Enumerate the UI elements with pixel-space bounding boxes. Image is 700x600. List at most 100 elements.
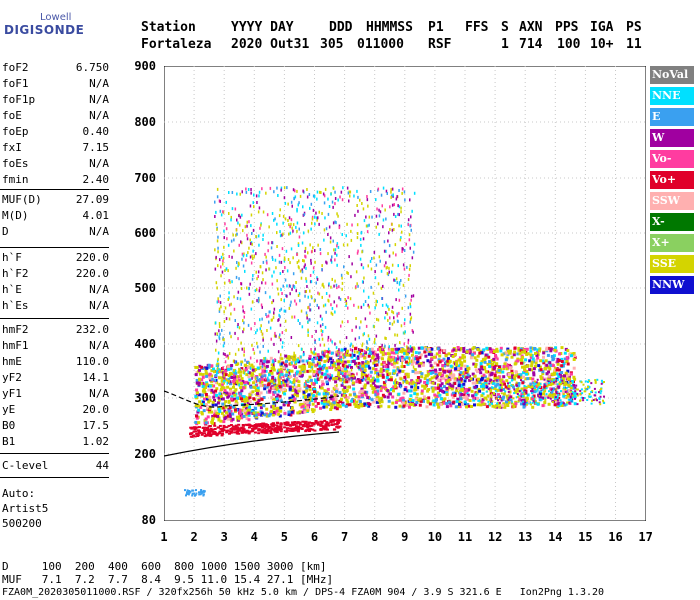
param-value: N/A	[89, 109, 109, 122]
x-tick-label: 1	[160, 530, 168, 544]
param-row-hes: h`Es N/A	[2, 298, 109, 313]
param-label: foF2	[2, 61, 29, 74]
auto-label: Auto:	[2, 487, 36, 500]
param-row-hmf2: hmF2 232.0	[2, 322, 109, 337]
param-value: 2.40	[82, 173, 110, 186]
param-value: N/A	[89, 387, 109, 400]
param-row-fof1: foF1 N/A	[2, 76, 109, 91]
legend-item-ssw: SSW	[650, 192, 694, 210]
param-label: h`Es	[2, 299, 29, 312]
param-row-d: D N/A	[2, 224, 109, 239]
legend-item-sse: SSE	[650, 255, 694, 273]
header-axn-value: 714	[519, 37, 543, 52]
x-tick-label: 15	[578, 530, 593, 544]
param-label: h`F	[2, 251, 22, 264]
header-ps-value: 11	[626, 37, 642, 52]
x-tick-label: 7	[340, 530, 349, 544]
param-row-clevel: C-level 44	[2, 458, 109, 473]
header-iga-value: 10+	[590, 37, 614, 52]
legend-item-noval: NoVal	[650, 66, 694, 84]
legend-item-w: W	[650, 129, 694, 147]
param-row-mufd: MUF(D) 27.09	[2, 192, 109, 207]
param-value: 17.5	[82, 419, 110, 432]
x-tick-label: 10	[427, 530, 443, 544]
param-label: foEs	[2, 157, 29, 170]
x-tick-label: 17	[638, 530, 653, 544]
param-row-fxi: fxI 7.15	[2, 140, 109, 155]
param-divider	[0, 453, 109, 454]
y-tick-label: 400	[134, 337, 156, 351]
header-ffs-label: FFS	[465, 20, 489, 35]
param-label: B0	[2, 419, 16, 432]
param-row-yf1: yF1 N/A	[2, 386, 109, 401]
y-tick-label: 80	[141, 513, 156, 527]
param-row-fof2: foF2 6.750	[2, 60, 109, 75]
param-row-foep: foEp 0.40	[2, 124, 109, 139]
param-label: hmF1	[2, 339, 29, 352]
param-value: N/A	[89, 339, 109, 352]
param-label: MUF(D)	[2, 193, 42, 206]
header-s-value: 1	[501, 37, 509, 52]
legend-item-x: X+	[650, 234, 694, 252]
param-row-ye: yE 20.0	[2, 402, 109, 417]
param-value: N/A	[89, 157, 109, 170]
header-hhmmss-value: 011000	[357, 37, 404, 52]
param-value: 110.0	[75, 355, 109, 368]
header-ps-label: PS	[626, 20, 642, 35]
x-tick-label: 13	[517, 530, 533, 544]
param-label: h`F2	[2, 267, 29, 280]
footer-muf-row: MUF 7.1 7.2 7.7 8.4 9.5 11.0 15.4 27.1 […	[2, 573, 334, 586]
param-value: 232.0	[75, 323, 109, 336]
param-row-foe: foE N/A	[2, 108, 109, 123]
param-label: D	[2, 225, 9, 238]
x-tick-label: 5	[280, 530, 288, 544]
x-tick-label: 11	[457, 530, 473, 544]
param-row-hf2: h`F2 220.0	[2, 266, 109, 281]
param-label: hmF2	[2, 323, 29, 336]
header-pps-value: 100	[557, 37, 581, 52]
param-value: 1.02	[82, 435, 110, 448]
param-value: N/A	[89, 93, 109, 106]
x-tick-label: 9	[401, 530, 409, 544]
param-value: N/A	[89, 299, 109, 312]
param-value: 7.15	[82, 141, 110, 154]
param-value: 220.0	[75, 251, 109, 264]
legend-item-nnw: NNW	[650, 276, 694, 294]
header-ddd-value: 305	[320, 37, 344, 52]
param-label: M(D)	[2, 209, 29, 222]
y-tick-label: 600	[134, 226, 156, 240]
legend-item-e: E	[650, 108, 694, 126]
param-row-b0: B0 17.5	[2, 418, 109, 433]
param-divider	[0, 477, 109, 478]
footer-info-row: FZA0M_2020305011000.RSF / 320fx256h 50 k…	[2, 587, 605, 598]
param-value: 27.09	[75, 193, 109, 206]
param-divider	[0, 318, 109, 319]
header-ddd-label: DDD	[329, 20, 353, 35]
header-station-value: Fortaleza	[141, 37, 212, 52]
param-value: N/A	[89, 225, 109, 238]
param-value: N/A	[89, 77, 109, 90]
param-label: foEp	[2, 125, 29, 138]
header-p1-label: P1	[428, 20, 444, 35]
header-yyyyday-label: YYYY DAY	[231, 20, 294, 35]
param-label: hmE	[2, 355, 22, 368]
x-tick-label: 2	[190, 530, 198, 544]
y-tick-label: 500	[134, 281, 156, 295]
y-tick-label: 900	[134, 59, 156, 73]
x-tick-label: 16	[608, 530, 623, 544]
param-label: foF1p	[2, 93, 36, 106]
param-row-fmin: fmin 2.40	[2, 172, 109, 187]
param-value: 44	[95, 459, 109, 472]
virtual-height-curve	[164, 431, 340, 457]
header-axn-label: AXN	[519, 20, 543, 35]
legend-item-vo: Vo+	[650, 171, 694, 189]
param-label: fmin	[2, 173, 29, 186]
header-hhmmss-label: HHMMSS	[366, 20, 413, 35]
param-row-hf: h`F 220.0	[2, 250, 109, 265]
y-tick-label: 200	[134, 447, 156, 461]
param-divider	[0, 247, 109, 248]
param-label: yF1	[2, 387, 22, 400]
param-value: 20.0	[82, 403, 110, 416]
x-tick-label: 6	[310, 530, 319, 544]
param-row-b1: B1 1.02	[2, 434, 109, 449]
